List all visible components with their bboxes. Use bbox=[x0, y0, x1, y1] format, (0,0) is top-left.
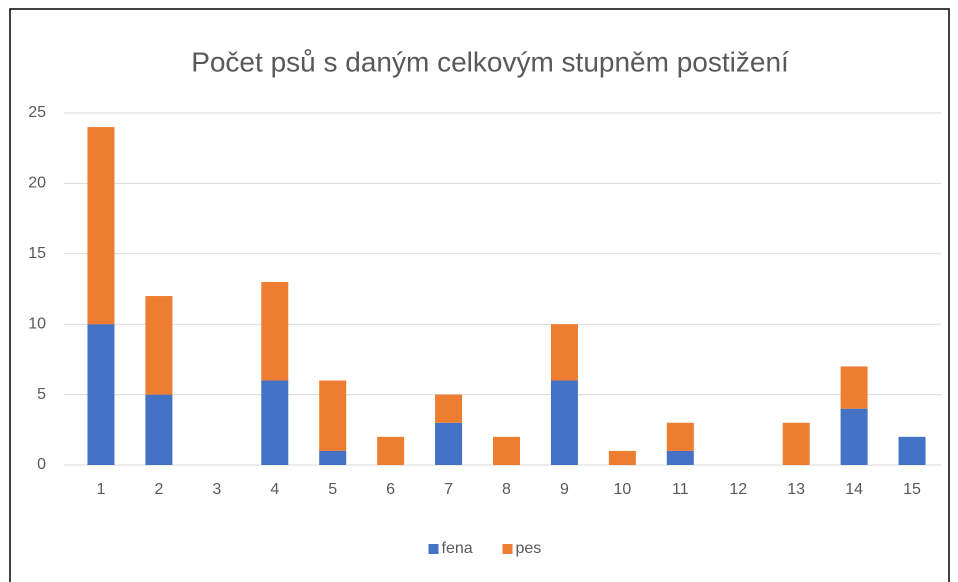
bar-segment bbox=[782, 422, 810, 465]
x-tick-label: 11 bbox=[672, 481, 689, 498]
bar-segment bbox=[666, 422, 694, 451]
x-tick-label: 2 bbox=[154, 481, 163, 498]
bar-segment bbox=[261, 380, 289, 465]
x-tick-label: 10 bbox=[613, 481, 631, 498]
y-tick-label: 20 bbox=[28, 175, 46, 192]
bar-segment bbox=[145, 296, 173, 395]
x-tick-label: 13 bbox=[787, 481, 805, 498]
legend-swatch bbox=[428, 544, 439, 554]
y-tick-label: 0 bbox=[37, 456, 46, 473]
x-tick-label: 15 bbox=[903, 481, 921, 498]
legend-swatch bbox=[502, 544, 513, 554]
bar-segment bbox=[319, 450, 347, 465]
bar-segment bbox=[493, 436, 520, 465]
bar-segment bbox=[87, 324, 115, 465]
y-tick-label: 5 bbox=[37, 386, 46, 403]
legend-label: fena bbox=[442, 540, 473, 557]
bar-segment bbox=[87, 127, 115, 325]
bar-segment bbox=[840, 408, 868, 465]
x-tick-label: 12 bbox=[729, 481, 747, 498]
x-tick-label: 9 bbox=[560, 481, 569, 498]
legend-label: pes bbox=[516, 540, 542, 557]
bar-segment bbox=[319, 380, 347, 451]
x-tick-label: 6 bbox=[386, 481, 395, 498]
x-tick-label: 8 bbox=[502, 481, 511, 498]
chart-border bbox=[9, 8, 950, 582]
bar-segment bbox=[377, 436, 405, 465]
chart-title: Počet psů s daným celkovým stupněm posti… bbox=[191, 46, 789, 77]
bar-segment bbox=[145, 394, 173, 465]
x-tick-label: 5 bbox=[328, 481, 337, 498]
y-tick-label: 25 bbox=[28, 104, 46, 121]
bar-segment bbox=[261, 281, 289, 381]
bar-segment bbox=[666, 450, 694, 465]
bar-segment bbox=[608, 450, 636, 465]
bar-segment bbox=[435, 394, 463, 423]
bar-segment bbox=[898, 436, 926, 465]
x-tick-label: 1 bbox=[97, 481, 106, 498]
bar-segment bbox=[435, 422, 463, 465]
y-tick-label: 10 bbox=[28, 315, 46, 332]
x-tick-label: 14 bbox=[845, 481, 863, 498]
bar-segment bbox=[550, 324, 578, 381]
x-tick-label: 7 bbox=[444, 481, 453, 498]
y-tick-label: 15 bbox=[28, 245, 46, 262]
x-tick-label: 4 bbox=[270, 481, 279, 498]
bar-segment bbox=[840, 366, 868, 409]
bar-segment bbox=[550, 380, 578, 465]
x-tick-label: 3 bbox=[212, 481, 221, 498]
